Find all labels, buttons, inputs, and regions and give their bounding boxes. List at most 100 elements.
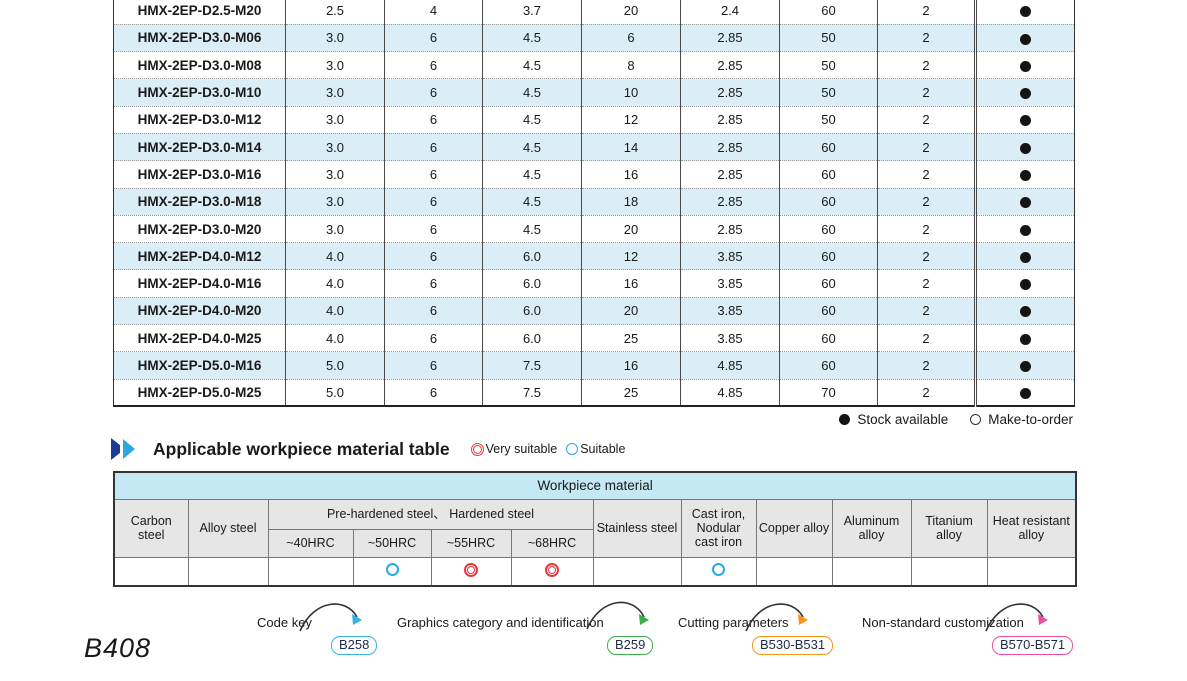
spec-table-row: HMX-2EP-D4.0-M20 4.0 6 6.0 20 3.85 60 2 xyxy=(113,297,1075,326)
stock-available-dot xyxy=(1020,197,1031,209)
make-to-order-icon xyxy=(970,414,982,425)
spec-table-row: HMX-2EP-D4.0-M16 4.0 6 6.0 16 3.85 60 2 xyxy=(113,269,1075,298)
value-cell: 60 xyxy=(779,160,878,189)
spec-table-body: HMX-2EP-D2.5-M20 2.5 4 3.7 20 2.4 60 2 H… xyxy=(113,0,1075,407)
value-cell: 25 xyxy=(581,379,681,407)
spec-table-row: HMX-2EP-D2.5-M20 2.5 4 3.7 20 2.4 60 2 xyxy=(113,0,1075,25)
value-cell: 20 xyxy=(581,215,681,244)
spec-table-row: HMX-2EP-D3.0-M12 3.0 6 4.5 12 2.85 50 2 xyxy=(113,106,1075,134)
value-cell: 70 xyxy=(779,379,878,407)
stock-available-dot xyxy=(1020,306,1031,318)
value-cell: 2 xyxy=(877,351,976,380)
empty-mark-cell xyxy=(267,556,354,587)
value-cell: 8 xyxy=(581,51,681,80)
model-cell: HMX-2EP-D4.0-M12 xyxy=(113,242,286,271)
value-cell: 2.4 xyxy=(680,0,780,25)
model-cell: HMX-2EP-D3.0-M20 xyxy=(113,215,286,244)
model-cell: HMX-2EP-D3.0-M06 xyxy=(113,24,286,53)
suitability-mark-cell xyxy=(352,556,432,587)
value-cell: 6 xyxy=(384,160,483,189)
col-header-alloy-steel: Alloy steel xyxy=(187,498,269,558)
value-cell: 6 xyxy=(384,78,483,107)
stock-available-dot xyxy=(1020,333,1031,345)
stock-available-dot xyxy=(1020,361,1031,373)
value-cell: 2 xyxy=(877,379,976,407)
model-cell: HMX-2EP-D3.0-M08 xyxy=(113,51,286,80)
col-header-40hrc: ~40HRC xyxy=(267,528,354,558)
value-cell: 6 xyxy=(384,51,483,80)
value-cell: 2.85 xyxy=(680,24,780,53)
spec-table-row: HMX-2EP-D4.0-M12 4.0 6 6.0 12 3.85 60 2 xyxy=(113,242,1075,271)
empty-mark-cell xyxy=(113,556,189,587)
value-cell: 2 xyxy=(877,106,976,134)
value-cell: 3.7 xyxy=(482,0,582,25)
model-cell: HMX-2EP-D5.0-M16 xyxy=(113,351,286,380)
double-chevron-icon xyxy=(111,437,137,461)
value-cell: 20 xyxy=(581,0,681,25)
material-table-title: Workpiece material xyxy=(113,471,1077,500)
spec-table-row: HMX-2EP-D3.0-M14 3.0 6 4.5 14 2.85 60 2 xyxy=(113,133,1075,162)
stock-available-dot xyxy=(1020,88,1031,100)
value-cell: 2.85 xyxy=(680,160,780,189)
page-ref-badge-b570-b571: B570-B571 xyxy=(992,636,1074,655)
model-cell: HMX-2EP-D4.0-M20 xyxy=(113,297,286,326)
stock-cell xyxy=(974,324,1075,353)
suitable-mark xyxy=(385,563,399,577)
stock-available-dot xyxy=(1020,251,1031,263)
value-cell: 6.0 xyxy=(482,242,582,271)
very-suitable-label: Very suitable xyxy=(485,442,558,456)
value-cell: 2.85 xyxy=(680,78,780,107)
value-cell: 60 xyxy=(779,242,878,271)
col-header-50hrc: ~50HRC xyxy=(352,528,432,558)
value-cell: 3.0 xyxy=(285,24,385,53)
value-cell: 6 xyxy=(384,324,483,353)
model-cell: HMX-2EP-D3.0-M12 xyxy=(113,106,286,134)
stock-cell xyxy=(974,269,1075,298)
stock-cell xyxy=(974,188,1075,216)
model-cell: HMX-2EP-D3.0-M18 xyxy=(113,188,286,216)
stock-cell xyxy=(974,106,1075,134)
curved-arrow xyxy=(745,603,808,632)
spec-table-row: HMX-2EP-D3.0-M16 3.0 6 4.5 16 2.85 60 2 xyxy=(113,160,1075,189)
value-cell: 7.5 xyxy=(482,379,582,407)
value-cell: 5.0 xyxy=(285,379,385,407)
value-cell: 6 xyxy=(581,24,681,53)
value-cell: 2.5 xyxy=(285,0,385,25)
value-cell: 3.85 xyxy=(680,297,780,326)
annotation-label-graphics-category: Graphics category and identification xyxy=(397,615,604,630)
stock-available-icon xyxy=(839,414,851,425)
spec-table-row: HMX-2EP-D3.0-M10 3.0 6 4.5 10 2.85 50 2 xyxy=(113,78,1075,107)
stock-available-dot xyxy=(1020,142,1031,154)
model-cell: HMX-2EP-D4.0-M16 xyxy=(113,269,286,298)
value-cell: 6.0 xyxy=(482,324,582,353)
stock-cell xyxy=(974,242,1075,271)
model-cell: HMX-2EP-D2.5-M20 xyxy=(113,0,286,25)
stock-cell xyxy=(974,215,1075,244)
page-ref-badge-b530-b531: B530-B531 xyxy=(752,636,834,655)
value-cell: 4.5 xyxy=(482,24,582,53)
value-cell: 10 xyxy=(581,78,681,107)
value-cell: 12 xyxy=(581,242,681,271)
value-cell: 2 xyxy=(877,242,976,271)
section-heading: Applicable workpiece material table Very… xyxy=(111,437,625,461)
value-cell: 2 xyxy=(877,24,976,53)
value-cell: 6 xyxy=(384,269,483,298)
value-cell: 50 xyxy=(779,51,878,80)
stock-cell xyxy=(974,0,1075,25)
curved-arrow xyxy=(586,601,649,630)
col-header-titanium-alloy: Titanium alloy xyxy=(910,498,988,558)
value-cell: 60 xyxy=(779,269,878,298)
value-cell: 4.5 xyxy=(482,78,582,107)
suitability-mark-cell xyxy=(680,556,757,587)
value-cell: 16 xyxy=(581,269,681,298)
stock-cell xyxy=(974,351,1075,380)
value-cell: 2 xyxy=(877,269,976,298)
stock-cell xyxy=(974,78,1075,107)
empty-mark-cell xyxy=(831,556,912,587)
value-cell: 60 xyxy=(779,188,878,216)
value-cell: 6 xyxy=(384,106,483,134)
value-cell: 4.0 xyxy=(285,269,385,298)
value-cell: 5.0 xyxy=(285,351,385,380)
value-cell: 6 xyxy=(384,24,483,53)
